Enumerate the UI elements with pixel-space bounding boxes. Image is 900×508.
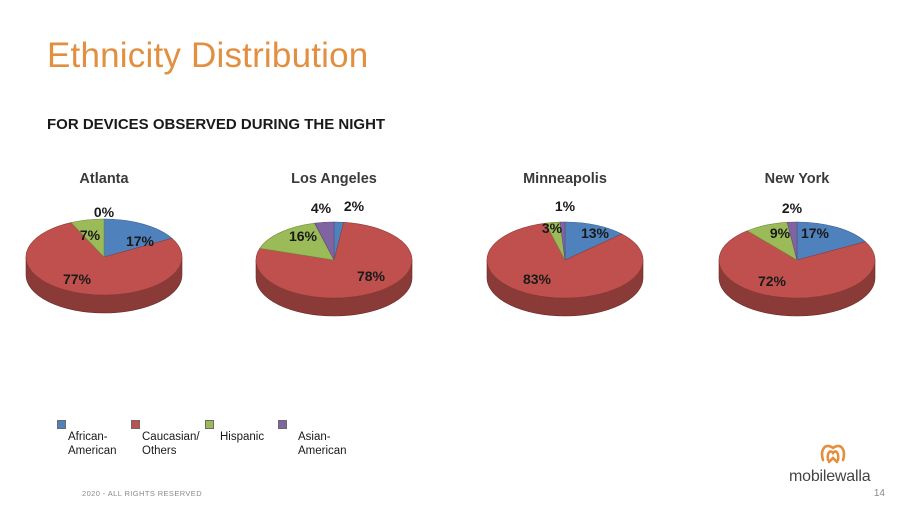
legend-swatch-african-american [57, 420, 66, 429]
page-title: Ethnicity Distribution [47, 36, 369, 75]
data-label-1-0: 2% [344, 198, 365, 214]
pie-slice-minneapolis-asian-american [559, 221, 566, 261]
data-label-2-3: 1% [555, 198, 576, 214]
chart-title-0: Atlanta [79, 171, 129, 187]
pie-slice-los-angeles-hispanic [259, 222, 335, 261]
legend-swatch-caucasian-others [131, 420, 140, 429]
page-subtitle: FOR DEVICES OBSERVED DURING THE NIGHT [47, 116, 386, 133]
mobilewalla-logo-icon [820, 444, 846, 464]
data-label-2-0: 13% [581, 225, 610, 241]
data-label-1-2: 16% [289, 228, 318, 244]
legend-swatch-hispanic [205, 420, 214, 429]
pie-slice-atlanta-caucasian-others [25, 222, 183, 296]
pie-slice-minneapolis-caucasian-others [486, 222, 644, 299]
chart-title-2: Minneapolis [523, 171, 607, 187]
pie-slice-new-york-asian-american [786, 221, 798, 261]
chart-title-1: Los Angeles [291, 171, 377, 187]
data-label-1-1: 78% [357, 268, 386, 284]
legend-swatch-asian-american [278, 420, 287, 429]
legend-label-african-american: African- American [68, 431, 117, 457]
data-label-1-3: 4% [311, 200, 332, 216]
data-label-3-2: 9% [770, 225, 791, 241]
data-label-2-1: 83% [523, 271, 552, 287]
pie-slice-atlanta-african-american [103, 218, 173, 258]
legend-label-hispanic: Hispanic [220, 431, 265, 443]
data-label-3-1: 72% [758, 273, 787, 289]
data-label-0-3: 0% [94, 204, 115, 220]
data-label-0-2: 7% [80, 227, 101, 243]
legend-label-caucasian-others: Caucasian/Others [142, 431, 200, 457]
pie-slice-los-angeles-asian-american [314, 221, 335, 261]
data-label-3-3: 2% [782, 200, 803, 216]
data-label-0-0: 17% [126, 233, 155, 249]
data-label-2-2: 3% [542, 220, 563, 236]
page-number: 14 [873, 488, 885, 499]
data-label-0-1: 77% [63, 271, 92, 287]
pie-slice-new-york-african-american [796, 221, 866, 261]
data-label-3-0: 17% [801, 225, 830, 241]
pie-slice-new-york-caucasian-others [718, 230, 876, 299]
chart-title-3: New York [765, 171, 831, 187]
pie-slice-minneapolis-african-american [564, 221, 623, 261]
footer-copyright: 2020 - ALL RIGHTS RESERVED [82, 489, 203, 498]
pie-slice-atlanta-hispanic [70, 218, 105, 258]
legend-label-asian-american: Asian- American [298, 431, 347, 457]
logo-wordmark: mobilewalla [789, 468, 871, 485]
